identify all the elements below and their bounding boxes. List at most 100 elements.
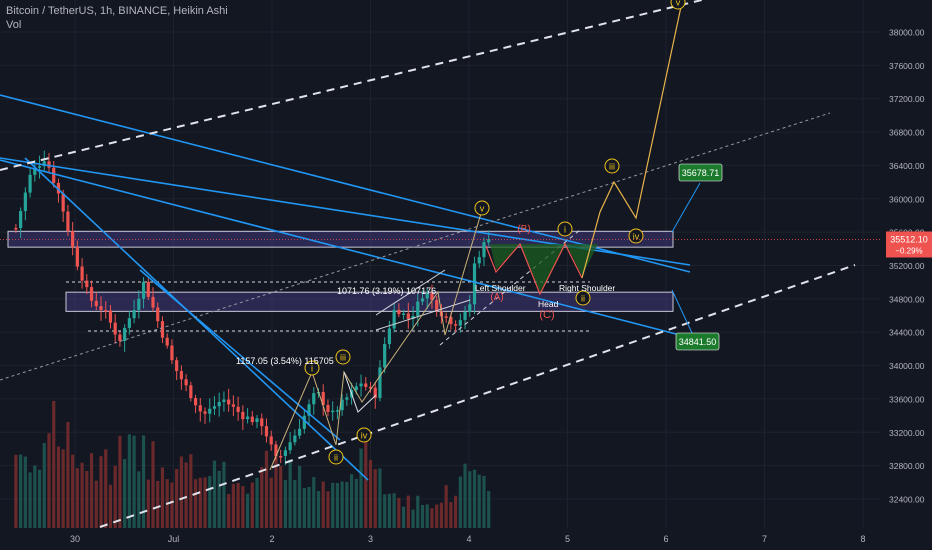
left-shoulder-label: Left Shoulder [475,283,526,293]
candle-body [137,298,141,311]
time-tick-label: 5 [565,534,570,544]
candle-body [56,182,61,194]
proj-label-ii-ring [575,290,591,306]
candle-body [127,318,131,328]
price-tick-label: 37600.00 [889,61,925,71]
wave-label-C: (C) [539,309,554,321]
wave-label-ii-text: ii [334,453,338,463]
volume-bar [487,491,491,528]
price-tick-label: 34800.00 [889,294,925,304]
proj-label-i-ring [557,221,573,237]
price-tick-label: 38000.00 [889,28,925,38]
volume-bar [425,504,429,528]
volume-bar [80,462,84,528]
demand-zone [65,291,674,312]
candle-body [245,416,250,420]
volume-bar [454,495,458,528]
candle-body [392,309,396,329]
head-shoulders-fill [490,244,598,292]
candle-body [104,310,108,312]
volume-bar [269,477,273,528]
candle-body [354,386,358,391]
volume-bar [175,469,179,528]
candle-body [397,309,401,315]
volume-bar [411,509,415,528]
volume-bar [255,477,259,528]
proj-label-iii-text: iii [609,162,615,172]
candle-body [33,167,37,175]
price-axis-bg [880,0,932,550]
symbol-title[interactable]: Bitcoin / TetherUS, 1h, BINANCE, Heikin … [6,5,228,17]
candle-body [463,311,467,321]
volume-bar [472,469,477,528]
candle-body [345,397,349,400]
volume-bar [383,494,387,528]
volume-bar [420,504,425,528]
wave-label-iii-ring [335,349,351,365]
target-upper-text: 35678.71 [682,168,720,178]
candle-body [449,316,453,325]
time-axis[interactable]: 30 Jul 2 3 4 5 6 7 8 [0,528,932,550]
candle-body [468,304,472,312]
price-tick-label: 33200.00 [889,428,925,438]
volume-bar [458,476,462,528]
volume-bar [23,456,27,528]
candle-body [378,367,382,398]
wave-label-i: i [304,360,320,376]
time-tick-label: Jul [168,534,180,544]
volume-bar [378,468,382,528]
candle-body [387,328,392,345]
candle-body [189,385,193,399]
target-arrow [671,289,693,334]
volume-bar [193,479,198,528]
proj-label-v-ring [670,0,686,10]
volume-bar [463,463,467,528]
candle-body [28,174,32,193]
wave-label-i-text: i [311,364,313,374]
volume-bar [217,470,221,528]
candle-body [321,391,325,406]
volume-bar [293,479,297,528]
volume-bar [264,450,269,528]
candle-body [293,435,297,443]
volume-bar [189,454,193,528]
volume-bar [37,469,42,528]
hs-path [485,242,583,296]
wave-label-iii-text: iii [340,353,346,363]
candle-body [274,444,278,457]
volume-bar [118,435,122,528]
volume-bar [42,442,46,528]
candle-body [420,298,425,302]
proj-label-iii: iii [604,158,620,174]
volume-indicator-label[interactable]: Vol [6,19,22,31]
volume-bar [349,474,354,528]
volume-bar [387,493,392,528]
candle-body [383,344,387,368]
volume-bar [137,471,141,528]
volume-bar [307,486,311,528]
candle-body [193,398,198,406]
target-upper: 35678.71 [678,163,723,182]
volume-bar [340,481,344,528]
volume-bar [94,480,98,528]
proj-label-i-text: i [564,225,566,235]
volume-bar [179,456,183,528]
volume-bar [439,502,444,528]
volume-bar [359,448,363,528]
candle-body [19,211,23,229]
candle-body [89,287,94,301]
volume-bar [99,456,103,528]
candle-body [335,410,340,412]
volume-bar [354,478,358,528]
candle-body [118,334,122,341]
price-zones [7,230,674,332]
volume-bar [33,465,37,528]
wave-label-iv-ring [356,427,372,443]
volume-bar [28,472,32,528]
proj-label-ii: ii [575,290,591,306]
volume-bar [14,454,18,528]
price-tick-label: 32800.00 [889,461,925,471]
candle-body [94,300,98,307]
